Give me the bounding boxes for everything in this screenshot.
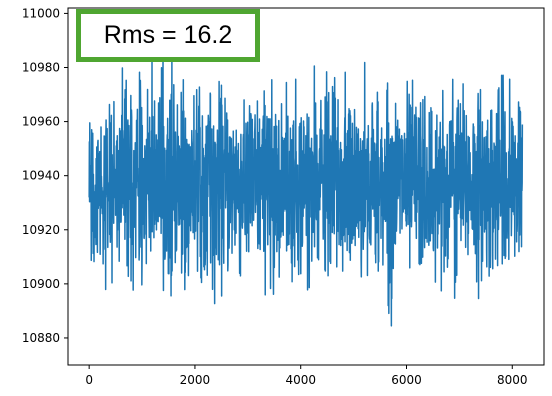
x-tick-label: 4000 — [285, 373, 316, 387]
y-tick-label: 11000 — [22, 6, 60, 20]
plot-area-frame — [67, 7, 545, 366]
series-line — [88, 51, 524, 327]
y-tick-label: 10940 — [22, 169, 60, 183]
y-tick-label: 10960 — [22, 115, 60, 129]
rms-annotation-box: Rms = 16.2 — [76, 9, 260, 62]
x-tick-label: 2000 — [180, 373, 211, 387]
ticks-layer: 0 2000 4000 6000 8000 10880 10900 10920 10940 109… — [22, 6, 528, 387]
y-tick-label: 10880 — [22, 331, 60, 345]
y-tick-label: 10980 — [22, 61, 60, 75]
x-tick-label: 6000 — [391, 373, 422, 387]
y-tick-label: 10920 — [22, 223, 60, 237]
series-layer — [88, 51, 524, 327]
x-tick-label: 0 — [85, 373, 93, 387]
x-tick-label: 8000 — [497, 373, 528, 387]
y-tick-label: 10900 — [22, 277, 60, 291]
rms-annotation-text: Rms = 16.2 — [103, 21, 233, 49]
